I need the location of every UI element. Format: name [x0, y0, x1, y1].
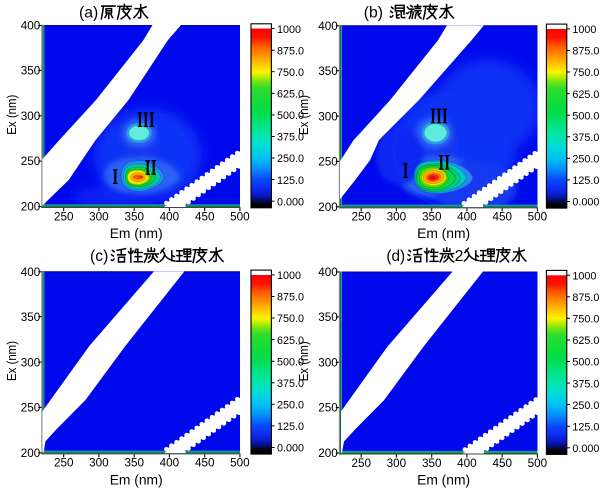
svg-text:Ex (nm): Ex (nm)	[5, 341, 19, 381]
svg-text:(a): (a)	[79, 5, 98, 22]
svg-text:2: 2	[455, 248, 464, 265]
svg-text:Ex (nm): Ex (nm)	[297, 341, 311, 381]
svg-text:Em (nm): Em (nm)	[417, 226, 470, 242]
svg-text:Em (nm): Em (nm)	[110, 473, 163, 489]
svg-text:Em (nm): Em (nm)	[110, 226, 163, 242]
svg-text:(d): (d)	[386, 248, 405, 265]
svg-text:Ex (nm): Ex (nm)	[5, 95, 19, 135]
svg-text:Ex (nm): Ex (nm)	[297, 95, 311, 135]
svg-text:(b): (b)	[364, 5, 383, 22]
svg-text:Em (nm): Em (nm)	[417, 473, 470, 489]
svg-text:(c): (c)	[90, 248, 108, 265]
